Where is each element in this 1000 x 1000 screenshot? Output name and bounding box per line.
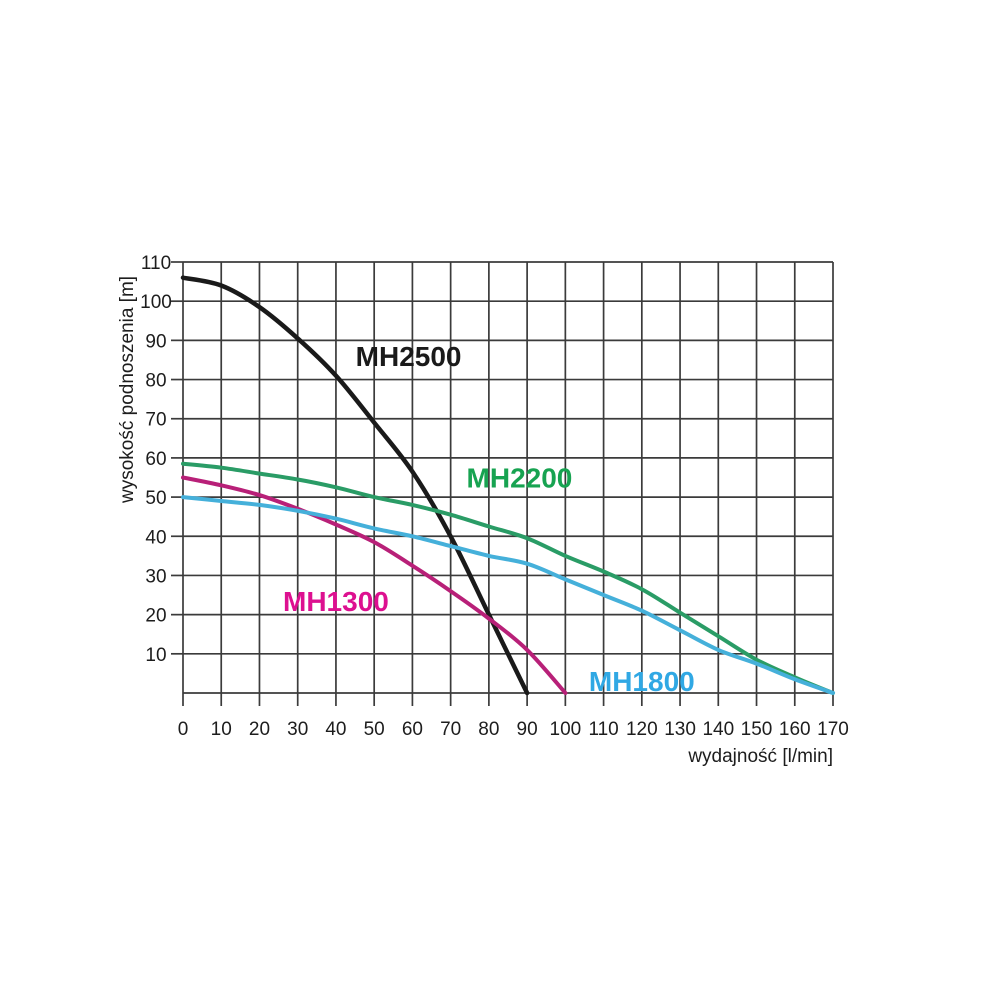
y-tick-label: 100 [140, 292, 172, 313]
x-tick-label: 80 [478, 719, 499, 740]
x-tick-label: 150 [741, 719, 773, 740]
y-tick-label: 110 [141, 253, 171, 274]
y-tick-label: 50 [145, 488, 166, 509]
curve-mh2500 [180, 275, 530, 696]
x-tick-label: 10 [211, 719, 232, 740]
x-tick-label: 30 [287, 719, 308, 740]
x-tick-label: 140 [702, 719, 734, 740]
y-tick-label: 70 [145, 410, 166, 431]
x-axis-title: wydajność [l/min] [688, 746, 833, 767]
x-tick-label: 110 [588, 719, 618, 740]
x-tick-label: 60 [402, 719, 423, 740]
y-tick-label: 30 [145, 566, 166, 587]
x-tick-label: 50 [364, 719, 385, 740]
y-tick-label: 60 [145, 449, 166, 470]
curve-mh2200 [181, 461, 835, 695]
x-tick-label: 130 [664, 719, 696, 740]
x-tick-label: 120 [626, 719, 658, 740]
y-tick-label: 10 [145, 645, 166, 666]
curve-label-mh2200: MH2200 [467, 463, 573, 494]
x-tick-label: 160 [779, 719, 811, 740]
curve-mh1800 [181, 495, 835, 695]
curve-label-mh2500: MH2500 [356, 341, 462, 372]
curve-label-mh1800: MH1800 [589, 666, 695, 697]
x-tick-label: 0 [178, 719, 189, 740]
x-tick-label: 20 [249, 719, 270, 740]
y-tick-label: 40 [145, 527, 166, 548]
x-tick-label: 90 [517, 719, 538, 740]
y-tick-label: 90 [145, 331, 166, 352]
x-tick-label: 70 [440, 719, 461, 740]
curve-label-mh1300: MH1300 [283, 586, 389, 617]
x-tick-label: 170 [817, 719, 849, 740]
y-axis-title: wysokość podnoszenia [m] [117, 275, 138, 503]
y-tick-label: 80 [145, 371, 166, 392]
x-tick-label: 40 [325, 719, 346, 740]
x-tick-label: 100 [550, 719, 582, 740]
curve-mh1300 [181, 475, 568, 695]
y-tick-label: 20 [145, 606, 166, 627]
